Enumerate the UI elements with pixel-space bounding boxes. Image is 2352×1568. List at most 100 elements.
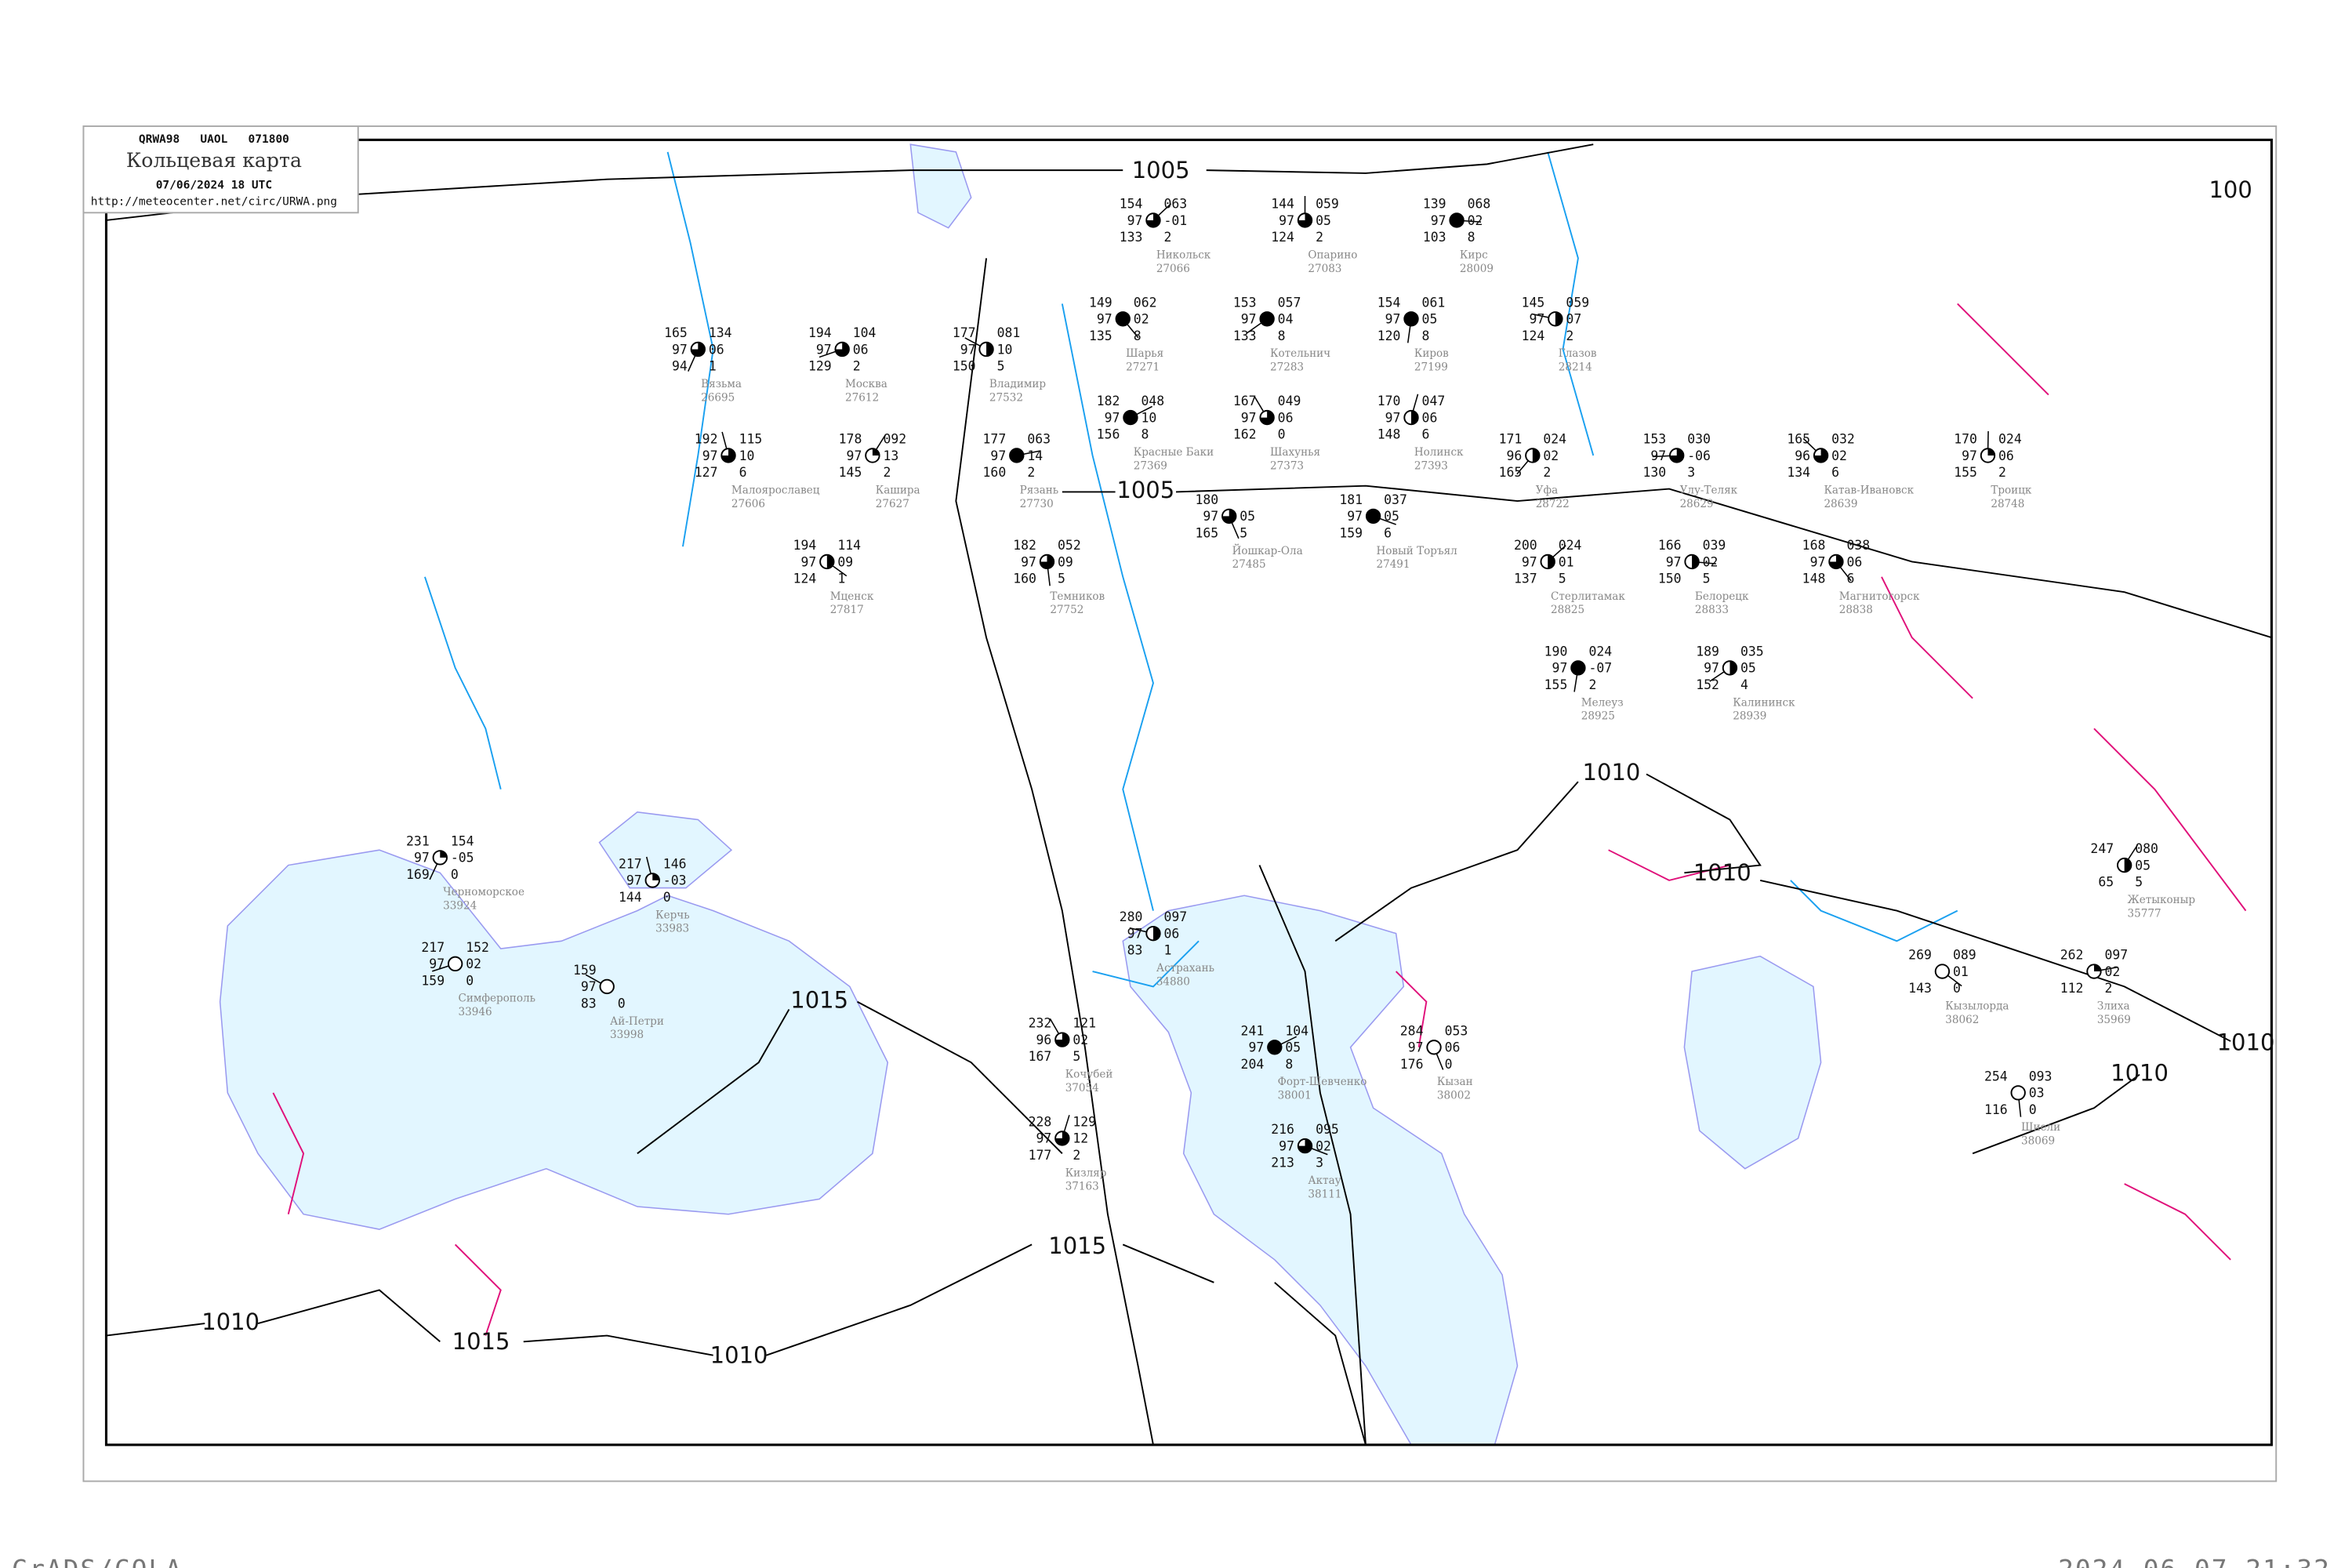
- station-value-mr: 06: [1164, 926, 1180, 941]
- station-plot[interactable]: 217 97 144 146 -03 0 Керчь 33983: [619, 856, 690, 935]
- station-value-bl: 204: [1241, 1057, 1265, 1072]
- station-plot[interactable]: 154 97 133 063 -01 2 Никольск 27066: [1120, 196, 1211, 274]
- station-plot[interactable]: 241 97 204 104 05 8 Форт-Шевченко 38001: [1241, 1023, 1367, 1102]
- station-value-tl: 180: [1195, 492, 1218, 507]
- map-area: 1005100510101010101010101015101510151010…: [106, 143, 2274, 1446]
- station-value-ml: 97: [1385, 312, 1401, 327]
- station-plot[interactable]: 284 97 176 053 06 0 Кызан 38002: [1400, 1023, 1473, 1102]
- station-value-mr: 05: [1316, 213, 1331, 228]
- station-value-tl: 192: [695, 431, 718, 446]
- station-value-bl: 160: [983, 465, 1007, 480]
- station-name: Форт-Шевченко: [1278, 1076, 1367, 1088]
- station-value-bl: 213: [1271, 1156, 1294, 1171]
- station-value-br: 0: [1953, 981, 1961, 996]
- station-value-bl: 145: [839, 465, 862, 480]
- station-name: Котельнич: [1270, 347, 1330, 360]
- station-plot[interactable]: 139 97 103 068 02 8 Кирс 28009: [1423, 196, 1494, 274]
- station-plot[interactable]: 178 97 145 092 13 2 Кашира 27627: [839, 431, 920, 510]
- station-value-bl: 148: [1802, 572, 1826, 586]
- station-name: Мценск: [830, 590, 874, 603]
- station-index: 27606: [731, 498, 765, 510]
- station-index: 28939: [1733, 710, 1766, 723]
- station-plot[interactable]: 177 97 160 063 14 2 Рязань 27730: [983, 431, 1059, 510]
- station-value-tl: 177: [953, 325, 976, 340]
- station-index: 27485: [1232, 558, 1266, 571]
- station-index: 26695: [701, 391, 735, 404]
- station-value-ml: 97: [1105, 410, 1120, 425]
- station-name: Опарино: [1308, 249, 1357, 261]
- station-value-mr: -07: [1588, 661, 1612, 676]
- station-index: 33983: [655, 923, 689, 935]
- station-name: Стерлитамак: [1551, 590, 1625, 603]
- station-plot[interactable]: 144 97 124 059 05 2 Опарино 27083: [1271, 195, 1357, 275]
- station-name: Белорецк: [1695, 590, 1749, 603]
- station-plot[interactable]: 192 97 127 115 10 6 Малоярославец 27606: [695, 431, 820, 510]
- station-name: Владимир: [989, 378, 1046, 390]
- station-value-tl: 232: [1029, 1016, 1052, 1031]
- station-name: Уфа: [1536, 484, 1558, 496]
- station-value-mr: 06: [1846, 554, 1862, 569]
- station-plot[interactable]: 170 97 155 024 06 2 Троицк 28748: [1954, 430, 2032, 510]
- station-value-tr: 115: [739, 431, 763, 446]
- footer-software: GrADS/COLA: [12, 1554, 182, 1568]
- station-value-br: 2: [1543, 465, 1551, 480]
- station-value-tl: 217: [619, 856, 642, 871]
- station-value-tr: 129: [1073, 1114, 1096, 1129]
- station-index: 28748: [1991, 498, 2024, 510]
- station-value-br: 5: [1703, 572, 1711, 586]
- station-value-br: 6: [1831, 465, 1839, 480]
- station-name: Никольск: [1156, 249, 1211, 261]
- isobar-label: 1010: [1693, 859, 1751, 886]
- station-value-tr: 049: [1278, 394, 1301, 408]
- station-value-bl: 133: [1233, 328, 1257, 343]
- station-index: 27730: [1020, 498, 1054, 510]
- station-plot[interactable]: 153 97 130 030 -06 3 Улу-Теляк 28629: [1642, 431, 1737, 510]
- station-name: Астрахань: [1156, 962, 1214, 975]
- station-value-tl: 144: [1271, 196, 1294, 211]
- station-value-mr: 05: [1740, 661, 1756, 676]
- bulletin-code: QRWA98 UAOL 071800: [139, 133, 289, 146]
- station-plot[interactable]: 165 96 134 032 02 6 Катав-Ивановск 28639: [1787, 431, 1914, 510]
- station-name: Актау: [1308, 1174, 1341, 1187]
- station-value-ml: 96: [1795, 448, 1810, 463]
- station-index: 27373: [1270, 459, 1304, 472]
- station-value-ml: 97: [414, 851, 430, 866]
- station-plot[interactable]: 171 96 165 024 02 2 Уфа 28722: [1499, 431, 1570, 510]
- station-value-ml: 97: [800, 554, 816, 569]
- station-index: 28214: [1559, 361, 1592, 374]
- station-index: 27271: [1126, 361, 1160, 374]
- station-value-br: 0: [1445, 1057, 1453, 1072]
- station-value-tr: 089: [1953, 948, 1976, 963]
- station-value-tl: 145: [1522, 295, 1545, 310]
- station-plot[interactable]: 228 97 177 129 12 2 Кизляр 37163: [1029, 1114, 1107, 1192]
